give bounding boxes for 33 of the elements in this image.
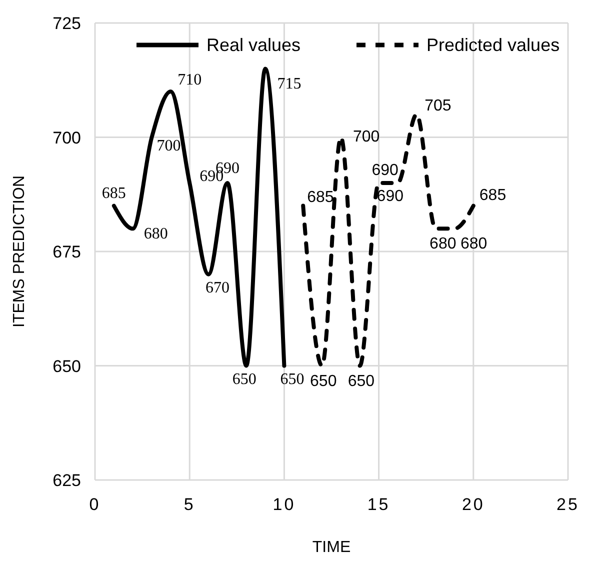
y-tick-label: 700 — [52, 128, 81, 148]
y-tick-label: 675 — [52, 242, 81, 262]
x-tick-label: 0 — [89, 495, 101, 514]
data-label: 670 — [206, 279, 230, 296]
data-label: 700 — [156, 137, 181, 154]
x-tick-label: 20 — [462, 495, 485, 514]
y-tick-label: 650 — [52, 356, 81, 376]
x-tick-label: 5 — [184, 495, 196, 514]
data-label: 685 — [307, 188, 334, 206]
data-label: 705 — [424, 97, 452, 114]
data-label: 680 — [460, 236, 488, 253]
data-label: 710 — [178, 72, 202, 89]
data-label: 650 — [310, 372, 337, 390]
data-label: 685 — [102, 184, 126, 202]
data-label: 715 — [277, 76, 302, 93]
data-label: 700 — [352, 128, 380, 146]
data-label: 685 — [479, 186, 506, 204]
y-tick-label: 725 — [52, 14, 81, 33]
x-axis-title: TIME — [312, 539, 351, 556]
data-label: 650 — [348, 372, 375, 390]
y-tick-label: 625 — [52, 471, 81, 490]
data-label: 650 — [280, 370, 304, 388]
legend-label: Real values — [206, 35, 301, 55]
data-label: 650 — [232, 370, 256, 388]
y-axis-title: ITEMS PREDICTION — [11, 175, 28, 328]
legend-label: Predicted values — [426, 35, 560, 55]
x-tick-label: 10 — [272, 495, 296, 514]
x-tick-label: 15 — [367, 495, 390, 514]
data-label: 690 — [372, 162, 399, 179]
x-tick-label: 25 — [556, 495, 580, 514]
data-label: 680 — [144, 226, 168, 243]
data-label: 690 — [376, 188, 404, 205]
data-label: 680 — [430, 236, 456, 253]
